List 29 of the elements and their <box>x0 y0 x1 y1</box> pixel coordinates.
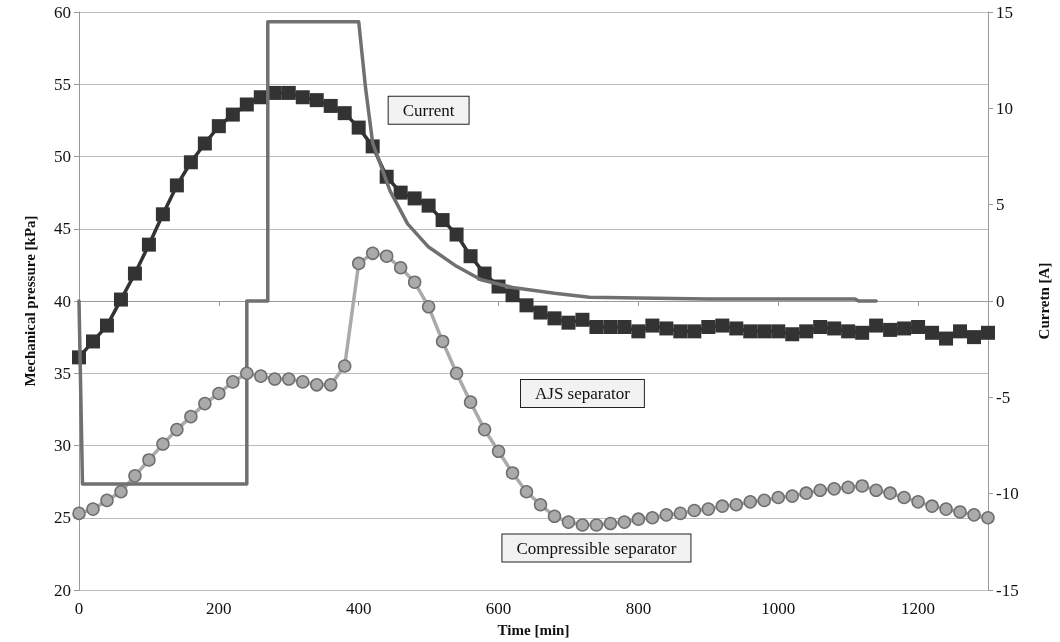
y-axis-title: Mechanical pressure [kPa] <box>21 215 38 387</box>
series-label: Current <box>402 100 455 120</box>
y-tick-label: 35 <box>54 363 71 383</box>
y-tick-label: 25 <box>54 508 71 528</box>
y-tick-label: 45 <box>54 219 71 239</box>
y2-tick-label: 15 <box>996 2 1013 22</box>
y-tick-label: 60 <box>54 2 71 22</box>
y-tick-label: 30 <box>54 436 71 455</box>
x-tick-label: 0 <box>74 599 84 618</box>
y2-tick-label: 0 <box>996 291 1005 311</box>
y2-tick-label: 10 <box>996 98 1013 118</box>
y2-axis-title: Curretn [A] <box>1035 262 1052 340</box>
y2-tick-label: -5 <box>996 387 1011 407</box>
y-tick-label: 40 <box>54 291 71 311</box>
y-tick-label: 50 <box>54 147 71 166</box>
x-tick-label: 1000 <box>761 599 796 618</box>
y2-tick-label: -15 <box>996 580 1019 600</box>
x-tick-label: 600 <box>485 599 512 618</box>
x-axis-title: Time [min] <box>497 621 570 638</box>
x-tick-label: 1200 <box>901 599 936 618</box>
series-label: Compressible separator <box>516 538 677 558</box>
y2-tick-label: -10 <box>996 484 1019 504</box>
text: AJS separator <box>534 383 631 403</box>
x-tick-label: 800 <box>625 599 652 618</box>
x-tick-label: 400 <box>345 599 372 618</box>
y2-tick-label: 5 <box>996 195 1005 215</box>
y-tick-label: 55 <box>54 74 71 94</box>
x-tick-label: 200 <box>206 599 232 618</box>
y-tick-label: 20 <box>54 580 71 600</box>
